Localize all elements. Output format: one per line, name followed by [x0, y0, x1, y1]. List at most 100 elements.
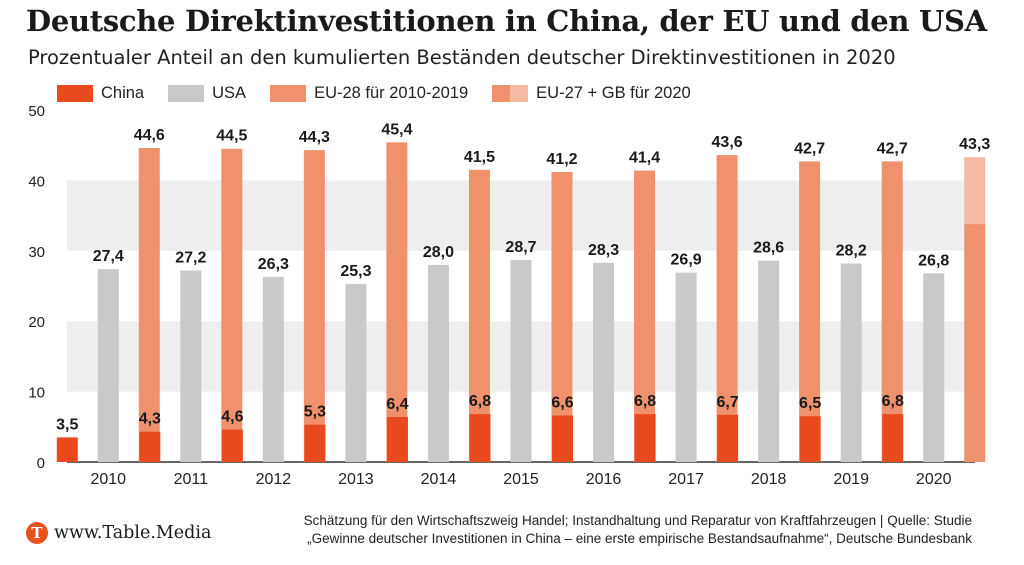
data-label: 4,3 [139, 411, 161, 428]
china-bar [221, 429, 243, 462]
legend-swatch-usa [168, 85, 205, 102]
data-label: 41,2 [546, 151, 577, 168]
data-label: 28,0 [423, 244, 454, 261]
data-label: 6,8 [634, 393, 656, 410]
china-bar [386, 416, 408, 462]
x-tick-label: 2010 [90, 471, 126, 488]
y-tick-label: 50 [28, 103, 45, 120]
china-bar [552, 415, 574, 462]
eu-bar [634, 170, 656, 462]
legend-item-eu27-gb: EU-27 + GB für 2020 [492, 84, 691, 103]
x-tick-label: 2017 [668, 471, 704, 488]
data-label: 27,4 [93, 248, 124, 265]
legend-item-china: China [57, 84, 144, 103]
x-tick-label: 2019 [833, 471, 869, 488]
source-note: Schätzung für den Wirtschaftszweig Hande… [304, 512, 972, 548]
china-bar [56, 437, 78, 462]
data-label: 6,4 [386, 396, 408, 413]
data-label: 44,5 [216, 128, 247, 145]
usa-bar [427, 264, 449, 462]
legend-swatch-eu28 [270, 85, 307, 102]
x-tick-label: 2014 [421, 471, 457, 488]
data-label: 26,8 [918, 252, 949, 269]
china-bar [799, 416, 821, 462]
usa-bar [97, 269, 119, 462]
eu-bar [551, 171, 573, 462]
data-label: 27,2 [175, 250, 206, 267]
gb-bar [964, 157, 986, 225]
eu27-bar [964, 224, 986, 462]
y-tick-label: 30 [28, 244, 45, 261]
data-label: 26,3 [258, 256, 289, 273]
site-link[interactable]: www.Table.Media [54, 523, 212, 543]
data-label: 6,5 [799, 395, 821, 412]
legend-label-eu27-gb: EU-27 + GB für 2020 [536, 84, 691, 102]
eu-bar [881, 161, 903, 462]
eu-bar [303, 150, 325, 463]
data-label: 6,8 [469, 393, 491, 410]
legend-label-china: China [101, 84, 145, 102]
data-label: 43,6 [712, 134, 743, 151]
legend-swatch-eu27-gb [492, 85, 529, 102]
data-label: 44,3 [299, 129, 330, 146]
data-label: 5,3 [304, 404, 326, 421]
eu-bar [799, 161, 821, 462]
legend-item-usa: USA [168, 84, 246, 103]
china-bar [304, 424, 326, 462]
usa-bar [510, 259, 532, 462]
china-bar [469, 414, 491, 462]
china-bar [882, 414, 904, 462]
china-bar [634, 414, 656, 462]
data-label: 43,3 [959, 136, 990, 153]
x-tick-label: 2018 [751, 471, 787, 488]
legend-swatch-china [57, 85, 93, 102]
legend: China USA EU-28 für 2010-2019 EU-27 + GB… [57, 84, 715, 103]
usa-bar [923, 273, 945, 462]
usa-bar [180, 270, 202, 462]
data-label: 28,7 [505, 239, 536, 256]
data-label: 42,7 [794, 140, 825, 157]
footer-logo[interactable]: T www.Table.Media [26, 522, 211, 544]
data-label: 42,7 [877, 140, 908, 157]
eu-bar [221, 148, 243, 462]
data-label: 25,3 [340, 263, 371, 280]
usa-bar [593, 262, 615, 462]
chart-subtitle: Prozentualer Anteil an den kumulierten B… [28, 46, 896, 69]
data-label: 41,4 [629, 150, 660, 167]
y-tick-label: 0 [37, 455, 45, 472]
usa-bar [840, 263, 862, 462]
data-label: 26,9 [671, 252, 702, 269]
x-tick-label: 2016 [586, 471, 622, 488]
usa-bar [345, 283, 367, 462]
eu-bar [716, 155, 738, 462]
source-note-line-2: „Gewinne deutscher Investitionen in Chin… [307, 531, 972, 546]
chart-title: Deutsche Direktinvestitionen in China, d… [26, 4, 987, 38]
data-label: 3,5 [56, 416, 78, 433]
data-label: 6,7 [717, 394, 739, 411]
legend-label-eu28: EU-28 für 2010-2019 [314, 84, 469, 102]
grid-band [67, 180, 975, 251]
x-tick-label: 2013 [338, 471, 374, 488]
data-label: 41,5 [464, 149, 495, 166]
source-note-line-1: Schätzung für den Wirtschaftszweig Hande… [303, 513, 972, 528]
y-tick-label: 20 [28, 314, 45, 331]
data-label: 28,3 [588, 242, 619, 259]
data-label: 44,6 [134, 127, 165, 144]
eu-bar [468, 169, 490, 462]
data-label: 28,6 [753, 240, 784, 257]
eu-bar [386, 142, 408, 462]
table-media-logo-icon: T [26, 522, 48, 544]
data-label: 28,2 [836, 242, 867, 259]
data-label: 6,6 [551, 395, 573, 412]
grid-band [67, 110, 975, 181]
y-tick-label: 40 [28, 173, 45, 190]
legend-item-eu28: EU-28 für 2010-2019 [270, 84, 468, 103]
usa-bar [262, 276, 284, 462]
x-tick-label: 2015 [503, 471, 539, 488]
data-label: 6,8 [882, 393, 904, 410]
legend-label-usa: USA [212, 84, 247, 102]
china-bar [717, 414, 739, 462]
y-tick-label: 10 [28, 385, 45, 402]
china-bar [139, 431, 161, 462]
